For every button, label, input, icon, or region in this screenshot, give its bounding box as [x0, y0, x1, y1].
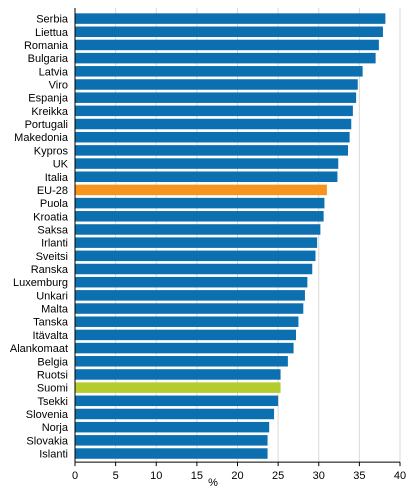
category-label: Italia — [45, 172, 69, 184]
category-label: Slovakia — [26, 435, 68, 447]
category-label: Bulgaria — [28, 53, 69, 65]
bars — [75, 13, 386, 459]
category-label: Ranska — [31, 264, 69, 276]
category-label: Slovenia — [26, 409, 69, 421]
category-label: Kreikka — [31, 106, 69, 118]
category-label: Portugali — [25, 119, 68, 131]
bar-irlanti — [75, 237, 318, 248]
category-label: Kypros — [34, 145, 69, 157]
category-label: Ruotsi — [37, 369, 68, 381]
x-tick-label: 15 — [191, 470, 203, 482]
x-tick-label: 0 — [72, 470, 78, 482]
bar-alankomaat — [75, 342, 294, 354]
category-label: Belgia — [37, 356, 68, 368]
x-tick-label: 10 — [150, 470, 162, 482]
category-label: Tanska — [33, 317, 69, 329]
bar-espanja — [75, 92, 357, 103]
x-tick-label: 35 — [353, 470, 365, 482]
bar-unkari — [75, 290, 305, 301]
category-label: Viro — [49, 79, 68, 91]
category-label: Kroatia — [33, 211, 69, 223]
bar-norja — [75, 421, 270, 433]
bar-kroatia — [75, 211, 324, 222]
category-label: Unkari — [36, 290, 68, 302]
bar-slovenia — [75, 408, 275, 420]
bar-luxemburg — [75, 276, 308, 288]
category-label: Norja — [42, 422, 69, 434]
bar-portugali — [75, 118, 352, 130]
category-label: Islanti — [39, 449, 68, 461]
bar-latvia — [75, 66, 363, 77]
bar-italia — [75, 171, 338, 182]
bar-islanti — [75, 448, 268, 459]
bar-bulgaria — [75, 52, 376, 64]
x-tick-label: 40 — [394, 470, 406, 482]
bar-tanska — [75, 316, 299, 327]
bar-romania — [75, 39, 379, 51]
bar-viro — [75, 79, 358, 90]
bar-tsekki — [75, 395, 279, 407]
bar-makedonia — [75, 131, 350, 143]
category-label: Luxemburg — [13, 277, 68, 289]
category-label: EU-28 — [37, 185, 68, 197]
bar-liettua — [75, 26, 383, 38]
bar-suomi — [75, 382, 281, 393]
category-label: UK — [53, 159, 69, 171]
bar-saksa — [75, 224, 321, 235]
bar-sveitsi — [75, 250, 316, 262]
bar-ruotsi — [75, 369, 281, 380]
bar-kreikka — [75, 105, 353, 117]
category-label: Makedonia — [14, 132, 69, 144]
category-label: Espanja — [28, 93, 69, 105]
x-tick-label: 20 — [231, 470, 243, 482]
bar-itävalta — [75, 329, 296, 341]
category-label: Irlanti — [41, 238, 68, 250]
x-tick-label: 5 — [113, 470, 119, 482]
x-tick-label: 30 — [313, 470, 325, 482]
bar-ranska — [75, 263, 313, 275]
category-label: Romania — [24, 40, 69, 52]
category-label: Alankomaat — [10, 343, 68, 355]
category-label: Malta — [41, 304, 69, 316]
bar-slovakia — [75, 435, 268, 446]
x-axis: 0 5 10 15 20 25 30 35 40 — [72, 8, 406, 482]
bar-uk — [75, 158, 339, 169]
x-axis-title: % — [208, 477, 218, 489]
category-label: Suomi — [37, 383, 68, 395]
bar-puola — [75, 197, 325, 209]
category-label: Sveitsi — [36, 251, 68, 263]
bar-belgia — [75, 356, 288, 367]
bar-malta — [75, 303, 304, 314]
category-label: Itävalta — [33, 330, 69, 342]
category-label: Liettua — [35, 27, 69, 39]
category-label: Latvia — [39, 66, 69, 78]
category-label: Tsekki — [37, 396, 68, 408]
bar-kypros — [75, 145, 348, 156]
category-label: Saksa — [37, 224, 68, 236]
bar-serbia — [75, 13, 386, 24]
category-label: Puola — [40, 198, 69, 210]
bar-eu-28 — [75, 184, 327, 196]
category-label: Serbia — [36, 14, 69, 26]
x-tick-label: 25 — [272, 470, 284, 482]
